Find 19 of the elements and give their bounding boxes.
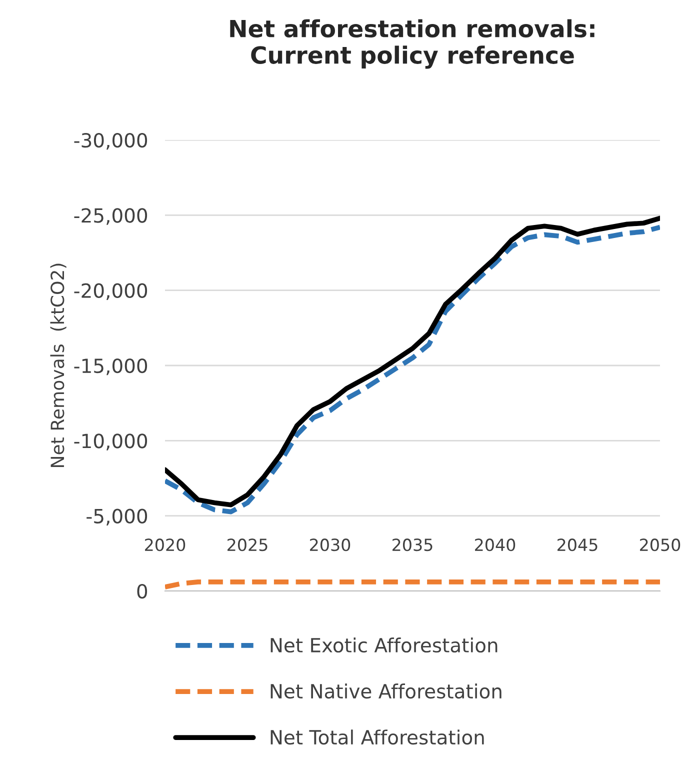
x-tick-label: 2045 <box>558 538 598 552</box>
x-tick-label: 2035 <box>392 538 432 552</box>
x-tick-label: 2020 <box>145 538 186 552</box>
y-tick-label: -10,000 <box>74 434 148 450</box>
y-tick-label: -20,000 <box>74 283 148 300</box>
y-tick-label: -30,000 <box>74 132 148 150</box>
legend-label: Net Total Afforestation <box>270 730 484 745</box>
x-tick-label: 2030 <box>310 538 350 552</box>
legend-label: Net Native Afforestation <box>270 684 502 699</box>
legend-label: Net Exotic Afforestation <box>270 638 498 653</box>
x-tick-label: 2040 <box>475 538 516 552</box>
x-tick-label: 2025 <box>228 538 268 552</box>
chart-title: Net afforestation removals: Current policy reference <box>230 19 594 69</box>
y-tick-label: -25,000 <box>74 208 148 225</box>
y-axis-title: Net Removals (ktCO2) <box>50 264 66 467</box>
x-tick-label: 2050 <box>640 538 680 552</box>
y-tick-label: -15,000 <box>74 358 148 376</box>
y-tick-label: 0 <box>137 584 148 599</box>
y-tick-label: -5,000 <box>86 508 148 526</box>
